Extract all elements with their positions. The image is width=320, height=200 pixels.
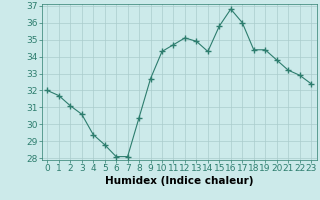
X-axis label: Humidex (Indice chaleur): Humidex (Indice chaleur) — [105, 176, 253, 186]
